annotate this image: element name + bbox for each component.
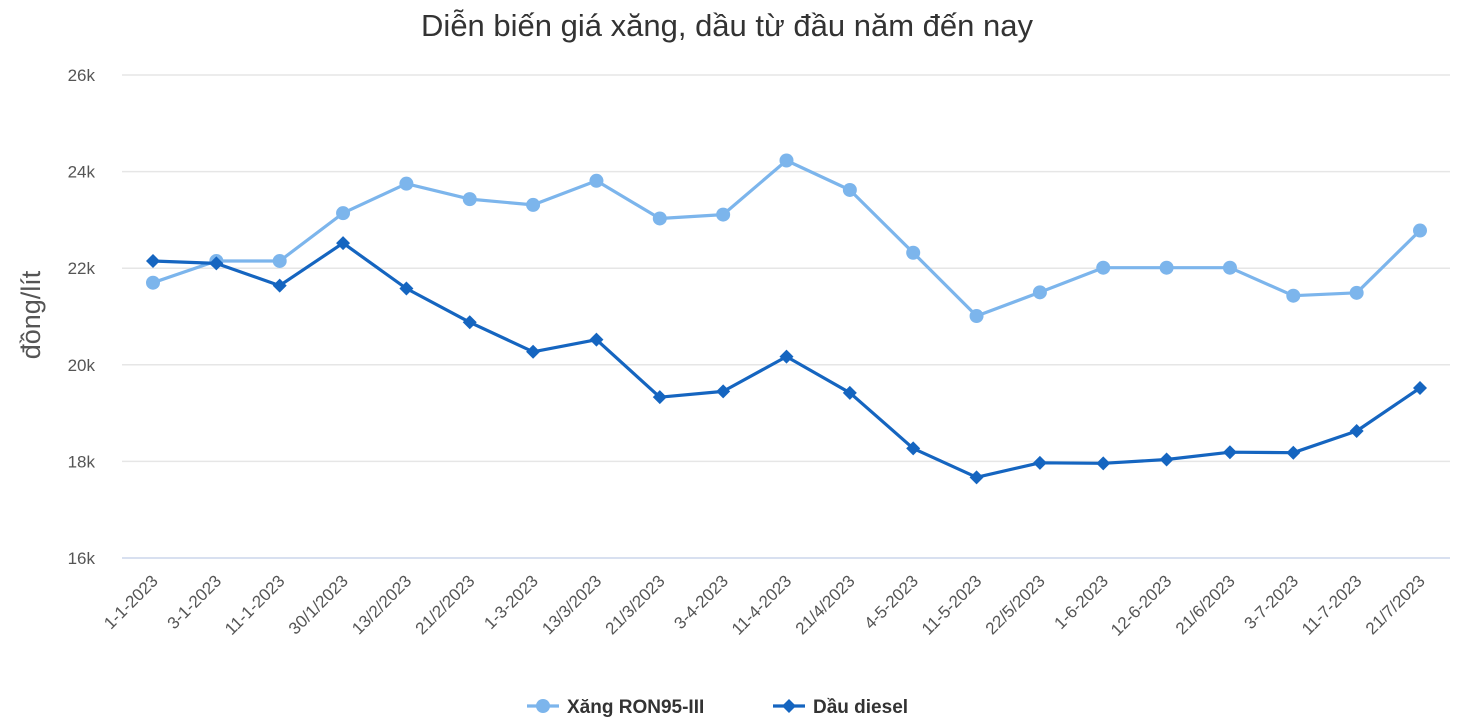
x-tick-label: 11-4-2023 [728,571,795,638]
x-tick-label: 3-7-2023 [1241,571,1303,633]
data-point[interactable] [652,211,667,226]
data-point[interactable] [462,315,477,330]
data-point[interactable] [1286,288,1301,303]
x-tick-label: 1-1-2023 [100,571,162,633]
x-tick-label: 21/3/2023 [602,571,669,638]
data-point[interactable] [1413,223,1427,238]
x-tick-label: 11-7-2023 [1298,571,1365,638]
chart-title: Diễn biến giá xăng, dầu từ đầu năm đến n… [421,8,1033,43]
x-tick-label: 12-6-2023 [1107,571,1175,639]
legend-item-dau-diesel[interactable]: Dầu diesel [773,697,908,718]
data-point[interactable] [1096,260,1111,275]
legend-symbol [782,699,796,713]
y-axis-label: đồng/lít [16,270,46,359]
data-point[interactable] [1349,285,1364,300]
data-point[interactable] [779,349,794,364]
data-point[interactable] [462,192,477,207]
x-tick-label: 22/5/2023 [982,571,1049,638]
y-tick-label: 22k [68,259,96,278]
data-point[interactable] [336,236,351,251]
data-point[interactable] [716,207,731,222]
data-point[interactable] [1349,423,1364,438]
data-point[interactable] [842,182,857,197]
y-tick-label: 18k [68,452,96,471]
x-tick-label: 1-3-2023 [480,571,542,633]
x-tick-label: 21/4/2023 [792,571,859,638]
data-point[interactable] [272,278,287,293]
data-point[interactable] [272,253,287,268]
data-point[interactable] [146,253,160,268]
x-tick-label: 30/1/2023 [285,571,352,638]
data-point[interactable] [1096,456,1111,471]
y-tick-label: 16k [68,549,96,568]
series-xang-ron95 [146,153,1427,324]
data-point[interactable] [1159,260,1174,275]
data-point[interactable] [1222,260,1237,275]
data-point[interactable] [526,197,541,212]
data-point[interactable] [1159,452,1174,467]
y-axis-ticks: 16k 18k 20k 22k 24k 26k [68,66,96,568]
data-point[interactable] [589,173,604,188]
x-tick-label: 21/6/2023 [1172,571,1239,638]
data-point[interactable] [399,176,414,191]
data-point[interactable] [1032,285,1047,300]
x-tick-label: 13/3/2023 [538,571,605,638]
x-tick-label: 3-1-2023 [164,571,226,633]
x-tick-label: 11-1-2023 [221,571,288,638]
x-axis-ticks: 1-1-2023 3-1-202311-1-202330/1/202313/2/2… [100,571,1429,639]
x-tick-label: 11-5-2023 [918,571,985,638]
legend[interactable]: Xăng RON95-III Dầu diesel [527,697,908,718]
data-point[interactable] [1032,455,1047,470]
data-point[interactable] [716,384,731,399]
data-point[interactable] [1413,380,1427,395]
y-tick-label: 26k [68,66,96,85]
data-point[interactable] [842,385,857,400]
data-point[interactable] [146,275,160,290]
data-point[interactable] [652,390,667,405]
grid-lines [122,74,1450,559]
x-tick-label: 13/2/2023 [348,571,415,638]
x-tick-label: 21/2/2023 [412,571,479,638]
y-tick-label: 20k [68,356,96,375]
data-point[interactable] [589,332,604,347]
x-tick-label: 3-4-2023 [670,571,732,633]
data-point[interactable] [209,256,224,271]
data-point[interactable] [906,441,921,456]
data-point[interactable] [526,344,541,359]
data-point[interactable] [399,281,414,296]
data-point[interactable] [906,245,921,260]
x-tick-label: 4-5-2023 [860,571,922,633]
data-point[interactable] [969,470,984,485]
series-group [146,153,1427,485]
y-tick-label: 24k [68,163,96,182]
x-tick-label: 21/7/2023 [1362,571,1429,638]
data-point[interactable] [969,309,984,324]
data-point[interactable] [1222,445,1237,460]
legend-label: Xăng RON95-III [567,697,704,718]
data-point[interactable] [1286,445,1301,460]
legend-symbol [536,699,550,713]
series-dau-diesel [146,236,1427,485]
x-tick-label: 1-6-2023 [1051,571,1113,633]
legend-item-xang-ron95[interactable]: Xăng RON95-III [527,697,704,718]
data-point[interactable] [336,206,351,221]
legend-label: Dầu diesel [813,697,908,718]
data-point[interactable] [779,153,794,168]
